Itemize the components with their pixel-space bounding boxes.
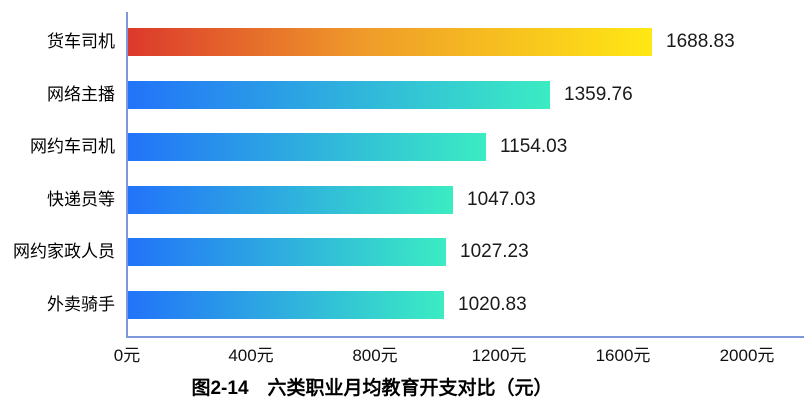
value-label: 1027.23 [460, 241, 529, 262]
x-tick-label: 0元 [113, 346, 141, 365]
category-label: 货车司机 [47, 32, 115, 51]
category-label: 网约车司机 [30, 137, 115, 156]
bar [128, 186, 453, 214]
category-label: 外卖骑手 [47, 295, 115, 314]
value-label: 1688.83 [666, 31, 735, 52]
x-tick-label: 1600元 [595, 346, 651, 365]
x-tick-label: 2000元 [719, 346, 775, 365]
value-label: 1359.76 [564, 84, 633, 105]
x-axis-line [126, 336, 804, 338]
bar [128, 81, 550, 109]
value-label: 1020.83 [458, 294, 527, 315]
x-tick-label: 400元 [228, 346, 274, 365]
y-axis-line [126, 12, 128, 338]
category-label: 网约家政人员 [13, 242, 115, 261]
category-label: 快递员等 [47, 190, 115, 209]
bar [128, 133, 486, 161]
value-label: 1154.03 [500, 136, 568, 157]
value-label: 1047.03 [467, 189, 536, 210]
bar [128, 28, 652, 56]
x-tick-label: 800元 [352, 346, 398, 365]
category-label: 网络主播 [47, 85, 115, 104]
chart-title: 图2-14 六类职业月均教育开支对比（元） [191, 378, 553, 399]
x-tick-label: 1200元 [471, 346, 527, 365]
bar [128, 291, 444, 319]
bar [128, 238, 446, 266]
